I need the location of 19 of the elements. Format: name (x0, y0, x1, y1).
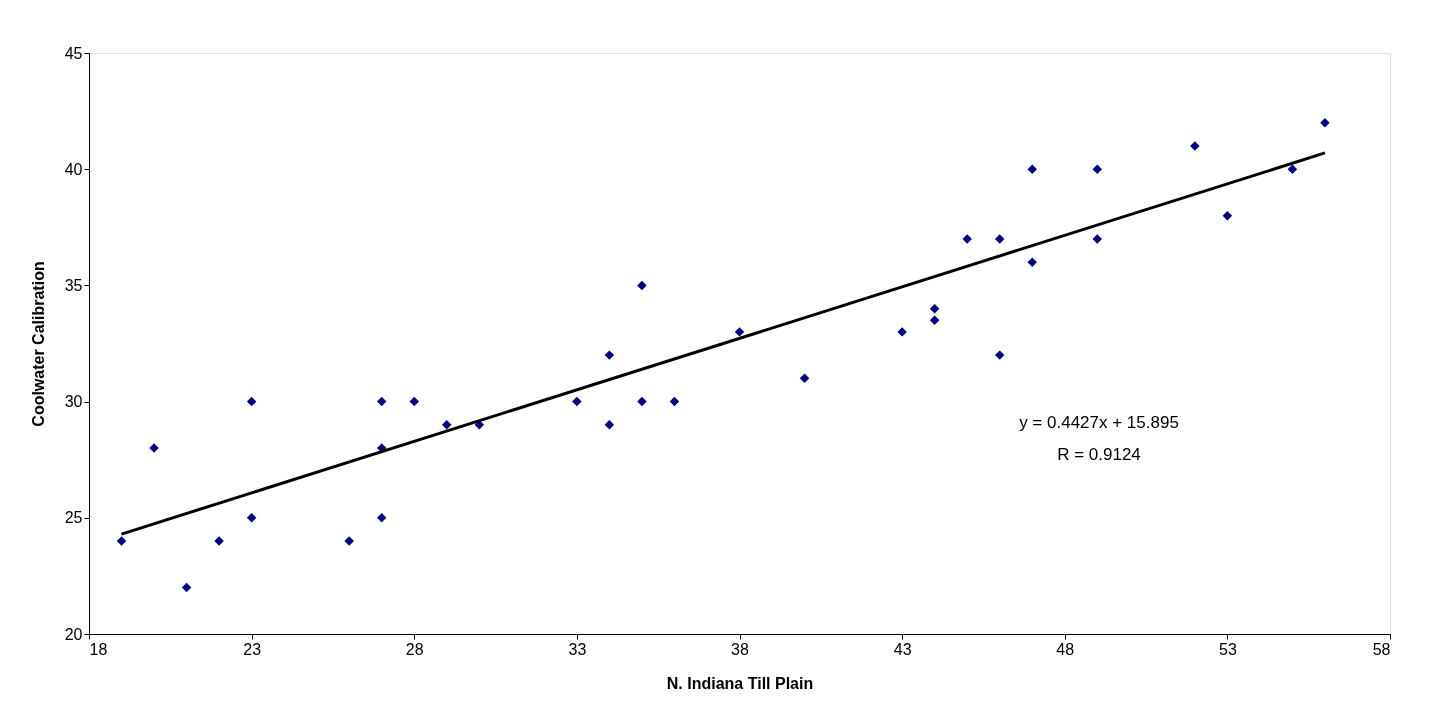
x-tick-label: 28 (405, 640, 424, 658)
x-tick-label: 58 (1372, 640, 1391, 658)
x-tick-label: 33 (568, 640, 587, 658)
y-tick-label: 35 (64, 276, 83, 294)
annotation: y = 0.4427x + 15.895 (1019, 413, 1179, 432)
x-tick-label: 53 (1218, 640, 1237, 658)
y-tick-label: 25 (64, 509, 83, 527)
y-tick-label: 20 (64, 625, 83, 643)
x-tick-label: 48 (1056, 640, 1075, 658)
y-tick-label: 45 (64, 44, 83, 62)
x-tick-label: 23 (243, 640, 262, 658)
y-tick-label: 30 (64, 393, 83, 411)
x-tick-label: 18 (89, 640, 108, 658)
x-tick-label: 43 (893, 640, 912, 658)
x-tick-label: 38 (731, 640, 749, 658)
annotation: R = 0.9124 (1057, 445, 1141, 464)
x-axis-title: N. Indiana Till Plain (666, 674, 814, 692)
y-axis-title: Coolwater Calibration (29, 261, 47, 427)
y-tick-label: 40 (64, 160, 83, 178)
